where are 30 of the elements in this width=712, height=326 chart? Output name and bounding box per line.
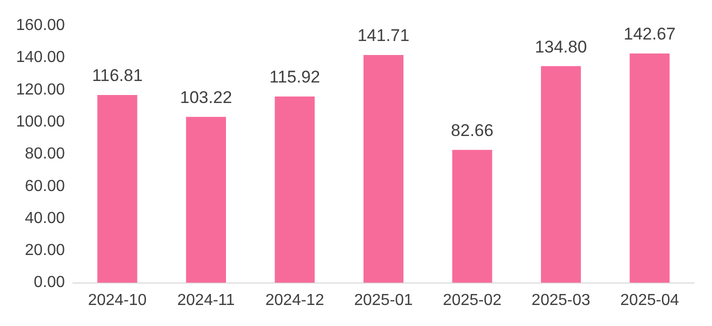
y-tick-label: 0.00 bbox=[34, 274, 66, 292]
data-label: 142.67 bbox=[624, 24, 676, 44]
bar bbox=[630, 53, 670, 283]
x-tick-label: 2024-11 bbox=[177, 292, 235, 309]
x-tick-label: 2025-01 bbox=[354, 292, 413, 309]
data-label: 134.80 bbox=[534, 37, 587, 56]
data-label: 116.81 bbox=[92, 66, 143, 86]
x-tick-label: 2025-02 bbox=[442, 292, 502, 309]
y-tick-label: 100.00 bbox=[16, 113, 66, 130]
x-tick-label: 2025-03 bbox=[532, 292, 590, 309]
bar bbox=[97, 95, 138, 283]
y-tick-label: 120.00 bbox=[16, 81, 66, 98]
bar bbox=[186, 116, 226, 283]
y-tick-label: 40.00 bbox=[24, 210, 66, 227]
data-label: 141.71 bbox=[357, 26, 410, 46]
data-label: 115.92 bbox=[269, 68, 320, 87]
bar bbox=[452, 150, 492, 283]
data-label: 103.22 bbox=[180, 88, 232, 108]
bar bbox=[274, 96, 315, 283]
y-tick-label: 140.00 bbox=[16, 49, 66, 66]
y-tick-label: 80.00 bbox=[24, 146, 66, 163]
x-tick-label: 2024-12 bbox=[265, 292, 324, 309]
y-tick-label: 160.00 bbox=[16, 17, 66, 34]
y-tick-label: 60.00 bbox=[24, 178, 66, 195]
y-tick-label: 20.00 bbox=[24, 242, 66, 260]
bar bbox=[364, 55, 404, 283]
bar bbox=[540, 66, 581, 283]
data-label: 82.66 bbox=[450, 121, 494, 140]
x-tick-label: 2025-04 bbox=[620, 292, 680, 309]
x-tick-label: 2024-10 bbox=[88, 292, 147, 309]
